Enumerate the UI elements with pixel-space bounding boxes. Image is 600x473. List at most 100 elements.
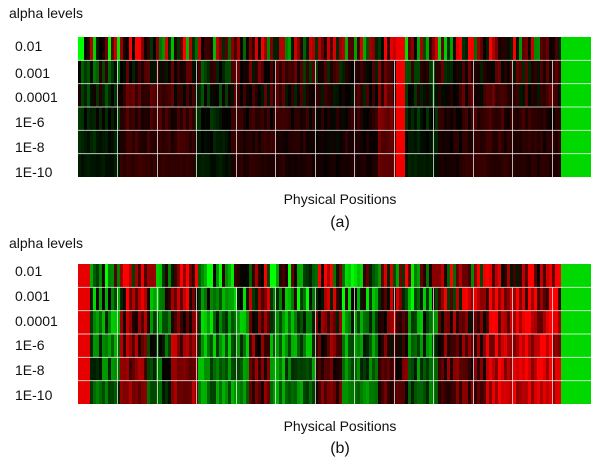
heatmap-cell	[414, 153, 418, 177]
heatmap-cell	[399, 310, 403, 335]
heatmap-cell	[495, 264, 499, 288]
heatmap-cell	[93, 60, 97, 85]
heatmap-cell	[315, 287, 319, 312]
heatmap-cell	[588, 264, 591, 288]
heatmap-cell	[429, 83, 433, 108]
heatmap-cell	[513, 310, 517, 335]
heatmap-cell	[207, 153, 211, 177]
heatmap-cell	[153, 310, 157, 335]
heatmap-cell	[495, 310, 499, 335]
heatmap-cell	[261, 107, 265, 131]
heatmap-cell	[321, 287, 325, 312]
heatmap-cell	[243, 334, 247, 358]
heatmap-cell	[375, 334, 379, 358]
heatmap-cell	[480, 60, 484, 85]
heatmap-cell	[585, 37, 589, 61]
heatmap-cell	[225, 310, 229, 335]
heatmap-cell	[375, 264, 379, 288]
heatmap-cell	[582, 37, 586, 61]
heatmap-cell	[444, 37, 448, 61]
heatmap-cell	[381, 107, 385, 131]
heatmap-cell	[123, 264, 127, 288]
heatmap-cell	[156, 264, 160, 288]
heatmap-cell	[495, 334, 499, 358]
heatmap-cell	[228, 310, 232, 335]
heatmap-cell	[537, 287, 541, 312]
heatmap-cell	[369, 60, 373, 85]
heatmap-cell	[213, 334, 217, 358]
heatmap-cell	[339, 264, 343, 288]
heatmap-cell	[165, 107, 169, 131]
heatmap-cell	[177, 380, 181, 404]
heatmap-cell	[378, 380, 382, 404]
heatmap-cell	[510, 357, 514, 382]
heatmap-cell	[288, 264, 292, 288]
heatmap-cell	[363, 334, 367, 358]
heatmap-cell	[90, 357, 94, 382]
heatmap-cell	[378, 153, 382, 177]
heatmap-cell	[402, 334, 406, 358]
heatmap-cell	[207, 37, 211, 61]
heatmap-cell	[177, 153, 181, 177]
heatmap-cell	[300, 264, 304, 288]
heatmap-cell	[306, 60, 310, 85]
heatmap-cell	[357, 310, 361, 335]
heatmap-cell	[510, 153, 514, 177]
heatmap-cell	[543, 380, 547, 404]
heatmap-cell	[585, 107, 589, 131]
heatmap-cell	[390, 83, 394, 108]
heatmap-cell	[183, 37, 187, 61]
heatmap-cell	[420, 130, 424, 155]
heatmap-cell	[204, 357, 208, 382]
heatmap-cell	[231, 334, 235, 358]
heatmap-cell	[141, 153, 145, 177]
heatmap-cell	[81, 130, 85, 155]
heatmap-cell	[450, 153, 454, 177]
heatmap-cell	[468, 334, 472, 358]
heatmap-cell	[195, 37, 199, 61]
heatmap-cell	[219, 130, 223, 155]
heatmap-cell	[531, 334, 535, 358]
heatmap-cell	[351, 287, 355, 312]
heatmap-cell	[576, 83, 580, 108]
heatmap-cell	[513, 380, 517, 404]
heatmap-cell	[411, 264, 415, 288]
heatmap-cell	[498, 264, 502, 288]
heatmap-cell	[408, 357, 412, 382]
heatmap-cell	[378, 264, 382, 288]
heatmap-cell	[561, 60, 565, 85]
heatmap-cell	[531, 130, 535, 155]
heatmap-cell	[249, 107, 253, 131]
heatmap-cell	[417, 357, 421, 382]
heatmap-cell	[153, 380, 157, 404]
heatmap-cell	[279, 310, 283, 335]
heatmap-cell	[318, 130, 322, 155]
heatmap-cell	[351, 334, 355, 358]
heatmap-cell	[234, 153, 238, 177]
heatmap-cell	[498, 287, 502, 312]
heatmap-cell	[351, 130, 355, 155]
heatmap-cell	[522, 264, 526, 288]
heatmap-cell	[420, 334, 424, 358]
heatmap-cell	[525, 130, 529, 155]
heatmap-cell	[372, 334, 376, 358]
heatmap-cell	[228, 130, 232, 155]
heatmap-cell	[516, 60, 520, 85]
heatmap-cell	[402, 357, 406, 382]
heatmap-cell	[258, 264, 262, 288]
heatmap-cell	[381, 60, 385, 85]
heatmap-cell	[312, 380, 316, 404]
heatmap-cell	[246, 334, 250, 358]
heatmap-cell	[306, 310, 310, 335]
heatmap-cell	[216, 37, 220, 61]
heatmap-cell	[138, 380, 142, 404]
heatmap-cell	[186, 264, 190, 288]
heatmap-cell	[126, 37, 130, 61]
heatmap-cell	[189, 310, 193, 335]
heatmap-cell	[360, 380, 364, 404]
heatmap-cell	[546, 380, 550, 404]
heatmap-cell	[147, 153, 151, 177]
heatmap-cell	[237, 334, 241, 358]
heatmap-cell	[78, 107, 82, 131]
heatmap-cell	[321, 357, 325, 382]
